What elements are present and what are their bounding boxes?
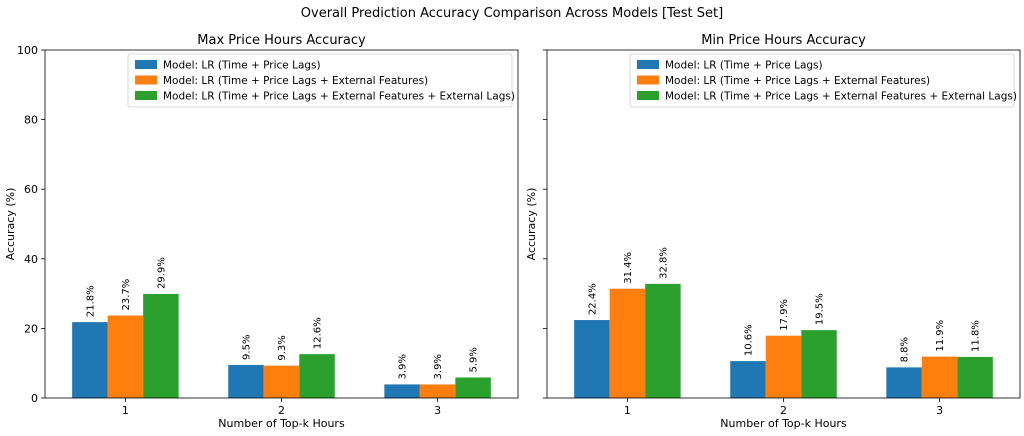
data-label: 31.4% — [623, 252, 634, 284]
bar-series-1-cat-3 — [886, 367, 922, 398]
data-label: 5.9% — [469, 347, 480, 372]
bar-series-2-cat-2 — [263, 365, 300, 398]
x-tick-label: 3 — [434, 404, 441, 417]
x-tick-label: 1 — [122, 404, 129, 417]
legend: Model: LR (Time + Price Lags) Model: LR (… — [629, 53, 1017, 108]
legend-swatch — [637, 60, 659, 69]
y-tick-label: 0 — [31, 392, 38, 405]
x-tick-label: 2 — [278, 404, 285, 417]
x-tick-label: 2 — [780, 404, 787, 417]
data-label: 10.6% — [744, 324, 755, 356]
bar-series-2-cat-1 — [107, 315, 144, 398]
data-label: 9.3% — [277, 335, 288, 360]
data-label: 19.5% — [815, 293, 826, 325]
y-tick-label: 20 — [24, 322, 38, 335]
bar-series-2-cat-2 — [765, 335, 802, 398]
data-label: 3.9% — [398, 354, 409, 379]
y-tick-label: 40 — [24, 253, 38, 266]
data-label: 32.8% — [658, 247, 669, 279]
legend: Model: LR (Time + Price Lags) Model: LR (… — [127, 53, 515, 108]
data-label: 8.8% — [900, 337, 911, 362]
panel-title: Min Price Hours Accuracy — [701, 33, 866, 48]
data-label: 11.8% — [971, 320, 982, 352]
y-tick-label: 60 — [24, 183, 38, 196]
y-tick-label: 100 — [17, 44, 38, 57]
bar-series-3-cat-2 — [801, 330, 837, 398]
legend-entry: Model: LR (Time + Price Lags + External … — [665, 75, 930, 87]
legend-swatch — [637, 91, 659, 100]
bar-series-3-cat-1 — [143, 293, 179, 398]
legend-entry: Model: LR (Time + Price Lags + External … — [665, 91, 1017, 103]
data-label: 12.6% — [313, 317, 324, 349]
bar-series-3-cat-3 — [455, 377, 491, 398]
bar-series-1-cat-2 — [228, 364, 264, 398]
legend-swatch — [135, 60, 157, 69]
legend-swatch — [135, 91, 157, 100]
legend-entry: Model: LR (Time + Price Lags) — [163, 60, 321, 72]
x-axis-label: Number of Top-k Hours — [218, 417, 345, 430]
legend-box — [629, 53, 1015, 108]
bar-series-1-cat-3 — [384, 384, 420, 398]
legend-entry: Model: LR (Time + Price Lags) — [665, 60, 823, 72]
data-label: 21.8% — [85, 285, 96, 317]
y-axis-label: Accuracy (%) — [525, 188, 538, 261]
y-axis-label: Accuracy (%) — [4, 188, 17, 261]
x-tick-label: 1 — [624, 404, 631, 417]
bar-series-2-cat-1 — [609, 288, 646, 398]
data-label: 9.5% — [242, 335, 253, 360]
legend-box — [127, 53, 513, 108]
legend-entry: Model: LR (Time + Price Lags + External … — [163, 75, 428, 87]
data-label: 29.9% — [156, 257, 167, 289]
data-label: 22.4% — [587, 283, 598, 315]
bar-series-1-cat-2 — [730, 361, 766, 398]
bar-series-3-cat-1 — [645, 283, 681, 398]
x-axis-label: Number of Top-k Hours — [720, 417, 847, 430]
y-tick-label: 80 — [24, 114, 38, 127]
bar-series-3-cat-2 — [299, 354, 335, 398]
legend-entry: Model: LR (Time + Price Lags + External … — [163, 91, 515, 103]
bar-series-2-cat-3 — [921, 356, 958, 398]
figure-title: Overall Prediction Accuracy Comparison A… — [301, 6, 723, 21]
data-label: 17.9% — [779, 299, 790, 331]
bar-series-3-cat-3 — [957, 356, 993, 398]
axes-frame — [546, 49, 1021, 399]
panel-title: Max Price Hours Accuracy — [197, 33, 366, 48]
panel-max-price: Max Price Hours Accuracy 21.8% 23.7% 29.9% 1… — [4, 33, 519, 430]
panel-min-price: Min Price Hours Accuracy 22.4% 31.4% 32.8% 1… — [525, 33, 1021, 430]
legend-swatch — [135, 75, 157, 85]
legend-swatch — [637, 75, 659, 85]
axes-frame — [44, 49, 519, 399]
data-label: 23.7% — [121, 279, 132, 311]
bar-series-2-cat-3 — [419, 384, 456, 398]
bar-series-1-cat-1 — [574, 320, 610, 398]
data-label: 3.9% — [433, 354, 444, 379]
bar-series-1-cat-1 — [72, 322, 108, 398]
x-tick-label: 3 — [936, 404, 943, 417]
data-label: 11.9% — [935, 320, 946, 352]
